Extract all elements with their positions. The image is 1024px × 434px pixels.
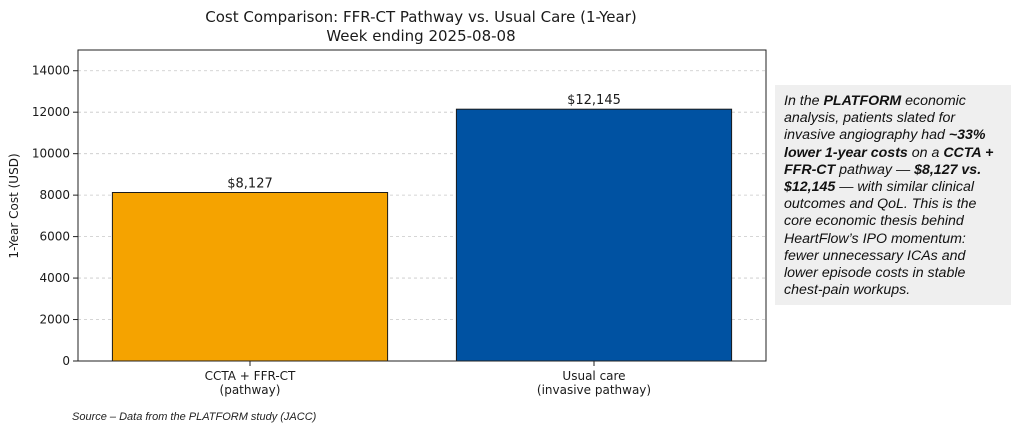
bar-chart: Cost Comparison: FFR-CT Pathway vs. Usua… <box>7 8 767 397</box>
bar <box>455 108 733 362</box>
note-text: on a <box>907 144 944 161</box>
y-tick-label: 10000 <box>32 147 70 161</box>
chart-subtitle: Week ending 2025-08-08 <box>326 27 515 45</box>
note-emphasis: PLATFORM <box>823 93 902 109</box>
y-tick-label: 8000 <box>39 188 70 202</box>
y-tick-label: 0 <box>62 354 70 368</box>
x-tick-label: Usual care (invasive pathway) <box>537 369 651 397</box>
note-text: In the <box>784 93 824 109</box>
y-tick-label: 6000 <box>39 230 70 244</box>
y-tick-label: 12000 <box>32 105 70 119</box>
plot-frame <box>77 49 767 362</box>
y-axis-label: 1-Year Cost (USD) <box>7 153 21 258</box>
y-tick-label: 14000 <box>32 64 70 78</box>
chart-title: Cost Comparison: FFR-CT Pathway vs. Usua… <box>205 8 636 26</box>
bars: $8,127 $12,145 <box>111 93 733 362</box>
bar <box>111 192 389 362</box>
note-text: — with similar clinical outcomes and QoL… <box>784 179 977 299</box>
bar-value-label: $8,127 <box>227 177 273 192</box>
note-text: economic analysis, patients slated for i… <box>784 93 966 144</box>
note-emphasis: ~33% lower 1-year costs <box>784 127 986 161</box>
x-axis-ticks: CCTA + FFR-CT (pathway) Usual care (invasiv… <box>205 361 651 397</box>
y-axis-ticks: 0 2000 4000 6000 8000 10000 12000 14000 <box>32 64 78 368</box>
source-note: Source – Data from the PLATFORM study (J… <box>72 411 317 423</box>
bar-value-label: $12,145 <box>567 93 621 108</box>
summary-note: In the PLATFORM economic analysis, patie… <box>775 85 1011 305</box>
note-emphasis: $8,127 vs. $12,145 <box>784 161 982 196</box>
y-tick-label: 2000 <box>39 313 70 327</box>
y-tick-label: 4000 <box>39 271 70 285</box>
x-tick-label: CCTA + FFR-CT (pathway) <box>205 369 296 397</box>
note-text: pathway — <box>835 161 915 178</box>
note-emphasis: CCTA + FFR-CT <box>784 144 994 178</box>
